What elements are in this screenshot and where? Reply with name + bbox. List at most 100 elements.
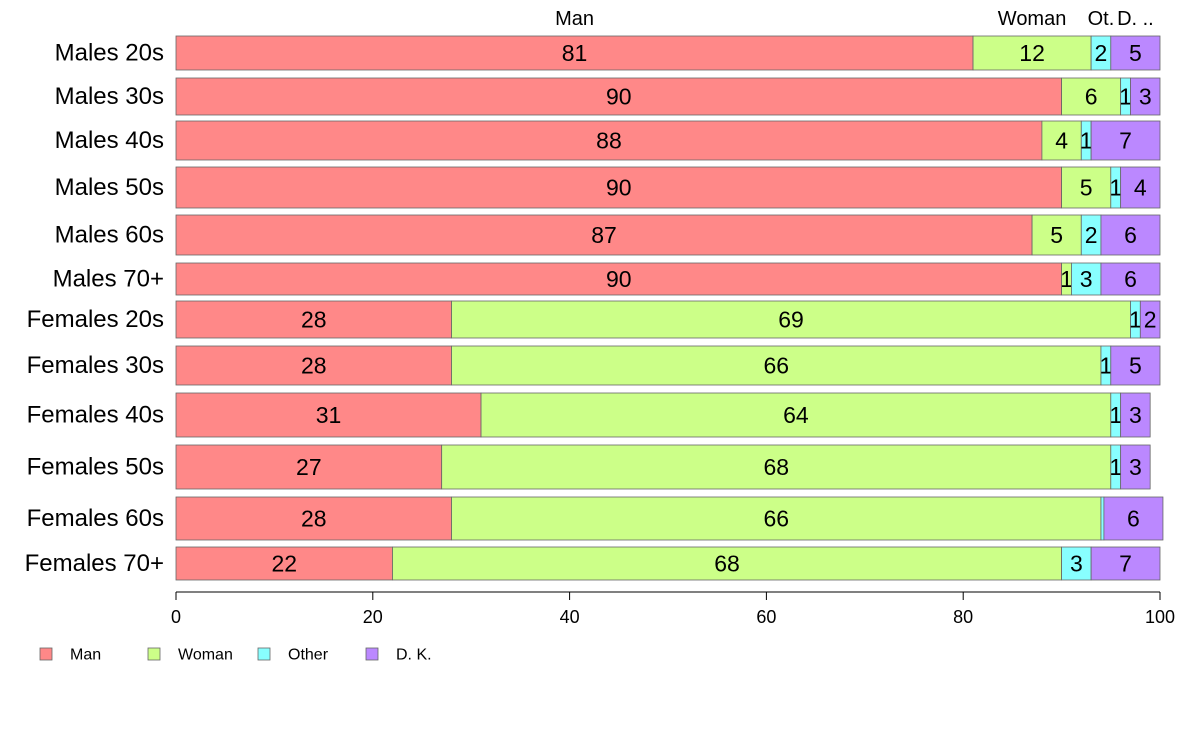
legend-swatch-d-k bbox=[365, 647, 379, 661]
category-label-males-20s: Males 20s bbox=[55, 40, 164, 67]
legend-label-man: Man bbox=[70, 647, 101, 664]
data-label-females-70-d-k: 7 bbox=[1119, 551, 1132, 577]
data-label-males-40s-d-k: 7 bbox=[1119, 128, 1132, 154]
data-label-females-40s-woman: 64 bbox=[783, 402, 809, 428]
legend: Man Woman Other D. K. bbox=[39, 647, 432, 664]
data-label-males-60s-man: 87 bbox=[591, 222, 617, 248]
top-label-woman: Woman bbox=[998, 8, 1067, 30]
bar-males-40s-d-k bbox=[1090, 120, 1161, 161]
x-tick-label-100: 100 bbox=[1145, 607, 1175, 627]
category-label-males-30s: Males 30s bbox=[55, 83, 164, 110]
data-label-females-50s-other: 1 bbox=[1109, 454, 1122, 480]
data-label-females-20s-d-k: 2 bbox=[1144, 307, 1157, 333]
category-label-females-60s: Females 60s bbox=[27, 505, 164, 532]
bar-males-50s-woman bbox=[1061, 166, 1112, 209]
category-label-females-20s: Females 20s bbox=[27, 306, 164, 333]
bar-females-40s-woman bbox=[480, 392, 1112, 438]
bar-males-40s-man bbox=[175, 120, 1043, 161]
x-tick-label-0: 0 bbox=[171, 607, 181, 627]
top-label-other: Ot. bbox=[1088, 8, 1115, 30]
data-label-females-30s-man: 28 bbox=[301, 353, 327, 379]
data-label-females-70-man: 22 bbox=[271, 551, 297, 577]
bar-males-20s-woman bbox=[972, 35, 1092, 71]
data-label-males-20s-other: 2 bbox=[1095, 40, 1108, 66]
data-label-males-30s-d-k: 3 bbox=[1139, 84, 1152, 110]
data-label-females-20s-other: 1 bbox=[1129, 307, 1142, 333]
x-tick-label-40: 40 bbox=[560, 607, 580, 627]
data-label-females-30s-woman: 66 bbox=[763, 353, 789, 379]
x-tick-label-60: 60 bbox=[756, 607, 776, 627]
data-label-females-30s-d-k: 5 bbox=[1129, 353, 1142, 379]
bar-males-50s-man bbox=[175, 166, 1062, 209]
legend-swatch-man bbox=[39, 647, 53, 661]
data-label-males-40s-other: 1 bbox=[1080, 128, 1093, 154]
bar-females-20s-d-k bbox=[1139, 300, 1161, 339]
data-label-females-60s-man: 28 bbox=[301, 506, 327, 532]
top-series-labels: Man Woman Ot. D. .. bbox=[555, 8, 1154, 30]
data-label-males-60s-woman: 5 bbox=[1050, 222, 1063, 248]
legend-swatch-other bbox=[257, 647, 271, 661]
category-label-females-30s: Females 30s bbox=[27, 352, 164, 379]
bars-layer: 81 12 2 590 6 1 388 4 1 790 5 1 487 5 2 690 1 3 628 69 1 228 6… bbox=[175, 35, 1164, 581]
bar-females-60s-d-k bbox=[1103, 496, 1164, 541]
data-label-males-60s-d-k: 6 bbox=[1124, 222, 1137, 248]
data-label-males-30s-man: 90 bbox=[606, 84, 632, 110]
data-label-males-40s-woman: 4 bbox=[1055, 128, 1068, 154]
bar-males-20s-d-k bbox=[1110, 35, 1161, 71]
data-label-females-20s-woman: 69 bbox=[778, 307, 804, 333]
data-label-males-20s-woman: 12 bbox=[1019, 40, 1045, 66]
bar-females-50s-d-k bbox=[1120, 444, 1151, 490]
category-labels: Males 20s Males 30s Males 40s Males 50s Male… bbox=[25, 40, 164, 578]
bar-females-60s-woman bbox=[451, 496, 1102, 541]
bar-males-40s-woman bbox=[1041, 120, 1082, 161]
bar-females-20s-woman bbox=[451, 300, 1131, 339]
category-label-males-60s: Males 60s bbox=[55, 222, 164, 249]
bar-females-70-woman bbox=[392, 546, 1063, 581]
data-label-females-60s-d-k: 6 bbox=[1127, 506, 1140, 532]
data-label-females-60s-woman: 66 bbox=[763, 506, 789, 532]
category-label-males-40s: Males 40s bbox=[55, 127, 164, 154]
data-label-females-40s-other: 1 bbox=[1109, 402, 1122, 428]
bar-males-50s-d-k bbox=[1120, 166, 1161, 209]
data-label-males-30s-other: 1 bbox=[1119, 84, 1132, 110]
bar-females-30s-man bbox=[175, 345, 452, 386]
data-label-males-40s-man: 88 bbox=[596, 128, 622, 154]
data-label-males-20s-d-k: 5 bbox=[1129, 40, 1142, 66]
data-label-males-50s-d-k: 4 bbox=[1134, 175, 1147, 201]
category-label-males-50s: Males 50s bbox=[55, 174, 164, 201]
legend-label-d-k: D. K. bbox=[396, 647, 432, 664]
bar-females-70-other bbox=[1061, 546, 1092, 581]
bar-males-30s-man bbox=[175, 77, 1062, 116]
bar-females-50s-woman bbox=[441, 444, 1112, 490]
legend-label-woman: Woman bbox=[178, 647, 233, 664]
data-label-females-40s-man: 31 bbox=[316, 402, 342, 428]
bar-males-60s-woman bbox=[1031, 214, 1082, 256]
data-label-males-70-woman: 1 bbox=[1060, 266, 1073, 292]
bar-females-40s-d-k bbox=[1120, 392, 1151, 438]
data-label-males-30s-woman: 6 bbox=[1085, 84, 1098, 110]
data-label-males-20s-man: 81 bbox=[562, 40, 588, 66]
data-label-males-60s-other: 2 bbox=[1085, 222, 1098, 248]
category-label-females-70: Females 70+ bbox=[25, 550, 164, 577]
legend-swatch-woman bbox=[147, 647, 161, 661]
bar-males-20s-man bbox=[175, 35, 974, 71]
x-tick-label-20: 20 bbox=[363, 607, 383, 627]
data-label-females-70-other: 3 bbox=[1070, 551, 1083, 577]
bar-females-20s-man bbox=[175, 300, 452, 339]
data-label-females-70-woman: 68 bbox=[714, 551, 740, 577]
top-label-man: Man bbox=[555, 8, 594, 30]
data-label-females-30s-other: 1 bbox=[1099, 353, 1112, 379]
bar-females-60s-man bbox=[175, 496, 452, 541]
data-label-females-50s-man: 27 bbox=[296, 454, 322, 480]
bar-males-60s-man bbox=[175, 214, 1033, 256]
bar-males-60s-d-k bbox=[1100, 214, 1161, 256]
data-label-males-70-other: 3 bbox=[1080, 266, 1093, 292]
bar-females-40s-man bbox=[175, 392, 482, 438]
top-label-d-k: D. .. bbox=[1117, 8, 1154, 30]
bar-males-30s-woman bbox=[1061, 77, 1122, 116]
bar-males-30s-d-k bbox=[1130, 77, 1161, 116]
data-label-males-50s-man: 90 bbox=[606, 175, 632, 201]
bar-females-60s-other bbox=[1100, 496, 1105, 541]
bar-females-30s-d-k bbox=[1110, 345, 1161, 386]
data-label-females-50s-woman: 68 bbox=[763, 454, 789, 480]
